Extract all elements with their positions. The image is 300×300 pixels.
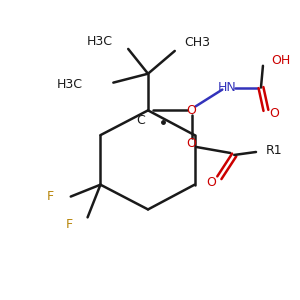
Text: H3C: H3C	[57, 78, 83, 91]
Text: C: C	[137, 114, 146, 127]
Text: O: O	[187, 136, 196, 150]
Text: CH3: CH3	[185, 37, 211, 50]
Text: O: O	[187, 104, 196, 117]
Text: O: O	[269, 107, 279, 120]
Text: O: O	[206, 176, 216, 189]
Text: R1: R1	[266, 145, 283, 158]
Text: H3C: H3C	[86, 34, 112, 47]
Text: OH: OH	[271, 54, 290, 67]
Text: F: F	[47, 190, 54, 203]
Text: F: F	[66, 218, 73, 231]
Text: HN: HN	[218, 81, 237, 94]
